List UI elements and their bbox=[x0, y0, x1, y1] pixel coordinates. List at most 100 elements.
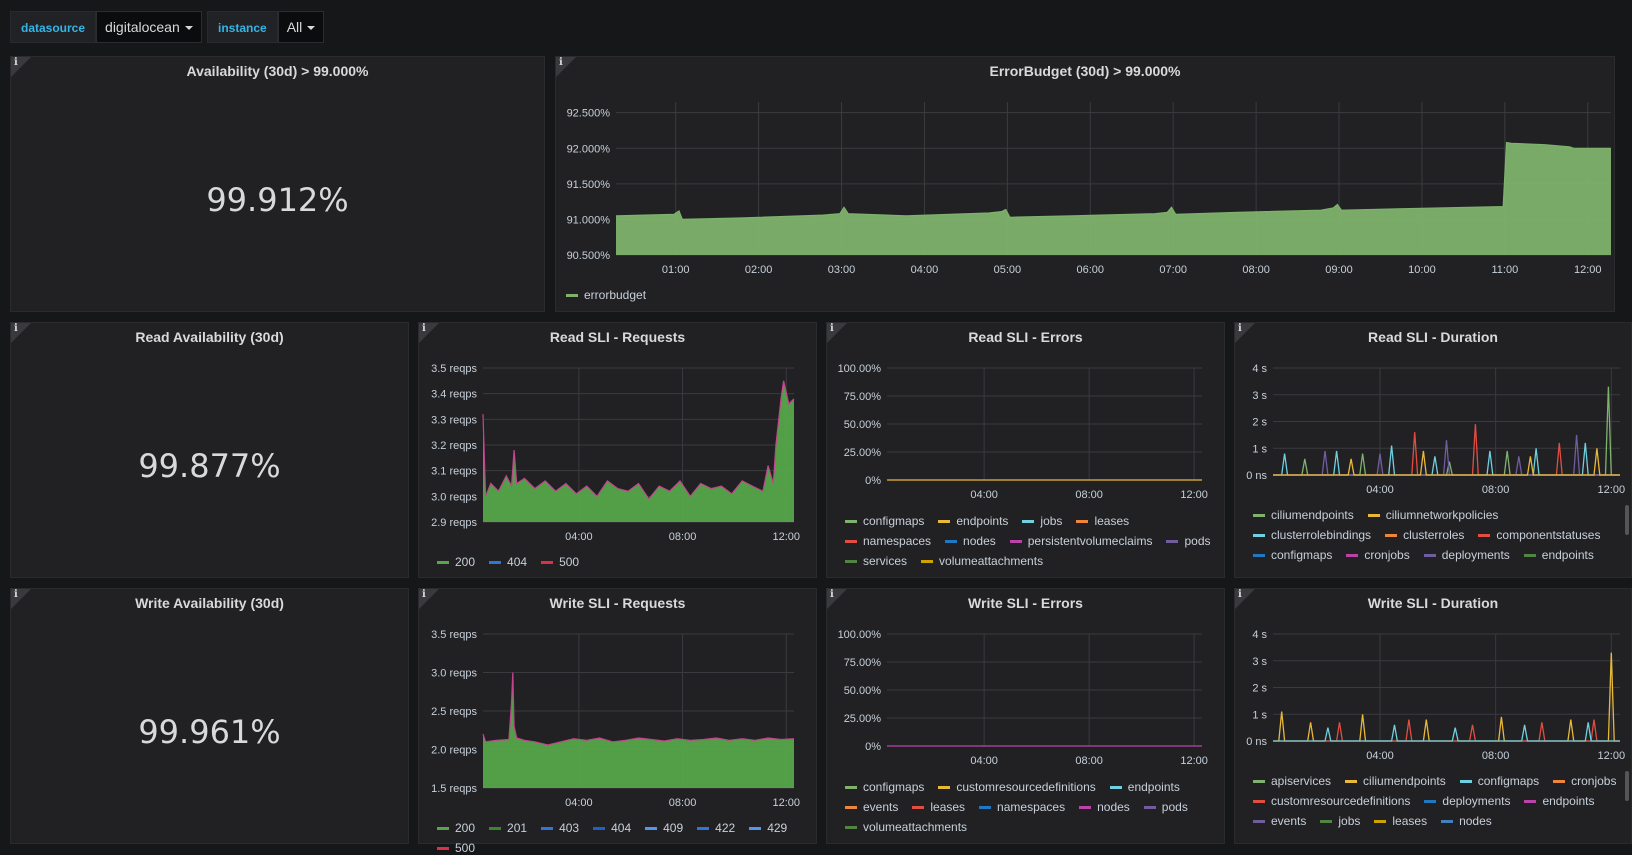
legend-item[interactable]: volumeattachments bbox=[845, 820, 967, 834]
info-icon[interactable]: i bbox=[827, 589, 847, 609]
panel-title[interactable]: Read Availability (30d) bbox=[135, 329, 284, 345]
panel-title[interactable]: Read SLI - Requests bbox=[549, 329, 686, 345]
legend-item[interactable]: 403 bbox=[541, 821, 579, 835]
panel-title[interactable]: Write SLI - Duration bbox=[1367, 595, 1499, 611]
legend-label: 403 bbox=[559, 821, 580, 835]
read-duration-legend[interactable]: ciliumendpoints ciliumnetworkpolicies clus… bbox=[1253, 508, 1619, 568]
legend-scrollbar[interactable] bbox=[1625, 771, 1629, 801]
legend-item[interactable]: pods bbox=[1166, 534, 1211, 548]
info-icon[interactable]: i bbox=[827, 323, 847, 343]
legend-item[interactable]: clusterrolebindings bbox=[1253, 528, 1371, 542]
info-icon[interactable]: i bbox=[1235, 589, 1255, 609]
legend-item[interactable]: cronjobs bbox=[1553, 774, 1616, 788]
legend-item[interactable]: leases bbox=[1076, 514, 1129, 528]
legend-item[interactable]: clusterroles bbox=[1385, 528, 1464, 542]
legend-item[interactable]: namespaces bbox=[845, 534, 931, 548]
legend-item[interactable]: events bbox=[845, 800, 898, 814]
read-requests-chart[interactable]: 2.9 reqps 3.0 reqps 3.1 reqps 3.2 reqps 3.3 … bbox=[419, 323, 816, 545]
panel-title[interactable]: ErrorBudget (30d) > 99.000% bbox=[989, 63, 1181, 79]
legend-item[interactable]: 429 bbox=[749, 821, 787, 835]
legend-swatch bbox=[912, 805, 925, 809]
panel-title[interactable]: Read SLI - Errors bbox=[968, 329, 1083, 345]
legend-label: errorbudget bbox=[584, 288, 647, 302]
panel-title[interactable]: Availability (30d) > 99.000% bbox=[186, 63, 369, 79]
legend-item[interactable]: configmaps bbox=[845, 780, 924, 794]
legend-item[interactable]: ciliumnetworkpolicies bbox=[1367, 508, 1498, 522]
legend-item[interactable]: persistentvolumeclaims bbox=[1009, 534, 1152, 548]
read-errors-panel: i Read SLI - Errors 0% 25.00% 50.00% 75.00%… bbox=[826, 322, 1225, 578]
info-icon[interactable]: i bbox=[1235, 323, 1255, 343]
legend-item[interactable]: endpoints bbox=[1523, 548, 1594, 562]
read-errors-chart[interactable]: 0% 25.00% 50.00% 75.00% 100.00% 04:00 08:00 12:… bbox=[827, 323, 1224, 503]
legend-label: leases bbox=[930, 800, 966, 814]
legend-item[interactable]: deployments bbox=[1423, 548, 1510, 562]
x-tick-label: 04:00 bbox=[1366, 750, 1394, 762]
legend-item[interactable]: componentstatuses bbox=[1478, 528, 1600, 542]
instance-select[interactable]: All bbox=[277, 11, 325, 43]
legend-swatch bbox=[945, 539, 958, 543]
write-duration-chart[interactable]: 0 ns 1 s 2 s 3 s 4 s 04:00 08:00 12:00 bbox=[1235, 589, 1631, 763]
y-tick-label: 2.0 reqps bbox=[431, 745, 477, 757]
y-tick-label: 0 ns bbox=[1246, 470, 1267, 482]
legend-item[interactable]: leases bbox=[1374, 814, 1427, 828]
legend-item[interactable]: 201 bbox=[489, 821, 527, 835]
info-icon[interactable]: i bbox=[419, 323, 439, 343]
legend-label: configmaps bbox=[1477, 774, 1540, 788]
info-icon[interactable]: i bbox=[419, 589, 439, 609]
panel-title[interactable]: Write SLI - Requests bbox=[549, 595, 686, 611]
legend-item[interactable]: pods bbox=[1143, 800, 1188, 814]
legend-item[interactable]: leases bbox=[912, 800, 965, 814]
legend-item[interactable]: events bbox=[1253, 814, 1306, 828]
legend-item[interactable]: customresourcedefinitions bbox=[1253, 794, 1410, 808]
legend-item[interactable]: ciliumendpoints bbox=[1253, 508, 1354, 522]
legend-item[interactable]: 500 bbox=[437, 841, 475, 855]
panel-title[interactable]: Write SLI - Errors bbox=[968, 595, 1083, 611]
legend-label: leases bbox=[1392, 814, 1428, 828]
info-icon[interactable]: i bbox=[11, 589, 31, 609]
legend-item[interactable]: 500 bbox=[541, 555, 579, 569]
legend-item[interactable]: namespaces bbox=[979, 800, 1065, 814]
legend-item[interactable]: nodes bbox=[1079, 800, 1130, 814]
legend-item[interactable]: 404 bbox=[593, 821, 631, 835]
legend-item[interactable]: nodes bbox=[1441, 814, 1492, 828]
legend-item[interactable]: deployments bbox=[1424, 794, 1510, 808]
x-tick-label: 12:00 bbox=[1180, 755, 1208, 767]
info-icon[interactable]: i bbox=[556, 57, 576, 77]
legend-item[interactable]: errorbudget bbox=[566, 288, 646, 302]
legend-item[interactable]: jobs bbox=[1320, 814, 1360, 828]
legend-item[interactable]: apiservices bbox=[1253, 774, 1331, 788]
write-requests-chart[interactable]: 1.5 reqps 2.0 reqps 2.5 reqps 3.0 reqps 3.5 … bbox=[419, 589, 816, 811]
legend-item[interactable]: endpoints bbox=[1524, 794, 1595, 808]
write-duration-legend[interactable]: apiservices ciliumendpoints configmaps cron… bbox=[1253, 774, 1619, 834]
legend-item[interactable]: 200 bbox=[437, 555, 475, 569]
legend-item[interactable]: nodes bbox=[945, 534, 996, 548]
write-errors-chart[interactable]: 0% 25.00% 50.00% 75.00% 100.00% 04:00 08:00 12:… bbox=[827, 589, 1224, 769]
legend-item[interactable]: configmaps bbox=[845, 514, 924, 528]
legend-item[interactable]: 200 bbox=[437, 821, 475, 835]
legend-item[interactable]: 422 bbox=[697, 821, 735, 835]
legend-scrollbar[interactable] bbox=[1625, 505, 1629, 535]
legend-item[interactable]: 404 bbox=[489, 555, 527, 569]
info-icon[interactable]: i bbox=[11, 323, 31, 343]
errorbudget-chart[interactable]: 90.500% 91.000% 91.500% 92.000% 92.500% 01:00… bbox=[556, 57, 1614, 277]
legend-item[interactable]: configmaps bbox=[1253, 548, 1332, 562]
legend-item[interactable]: cronjobs bbox=[1346, 548, 1410, 562]
datasource-select[interactable]: digitalocean bbox=[96, 11, 202, 43]
info-icon[interactable]: i bbox=[11, 57, 31, 77]
y-tick-label: 92.000% bbox=[567, 143, 611, 155]
legend-item[interactable]: configmaps bbox=[1459, 774, 1540, 788]
series-line-errorbudget bbox=[615, 141, 1611, 221]
legend-label: volumeattachments bbox=[939, 554, 1044, 568]
legend-item[interactable]: ciliumendpoints bbox=[1345, 774, 1446, 788]
panel-title[interactable]: Write Availability (30d) bbox=[135, 595, 284, 611]
panel-title[interactable]: Read SLI - Duration bbox=[1368, 329, 1498, 345]
legend-item[interactable]: jobs bbox=[1022, 514, 1062, 528]
legend-label: endpoints bbox=[1542, 794, 1595, 808]
legend-item[interactable]: 409 bbox=[645, 821, 683, 835]
legend-item[interactable]: services bbox=[845, 554, 907, 568]
legend-item[interactable]: endpoints bbox=[1109, 780, 1180, 794]
legend-item[interactable]: endpoints bbox=[938, 514, 1008, 528]
legend-item[interactable]: volumeattachments bbox=[921, 554, 1043, 568]
read-duration-chart[interactable]: 0 ns 1 s 2 s 3 s 4 s 04:00 08:00 12:00 bbox=[1235, 323, 1631, 497]
legend-item[interactable]: customresourcedefinitions bbox=[938, 780, 1096, 794]
